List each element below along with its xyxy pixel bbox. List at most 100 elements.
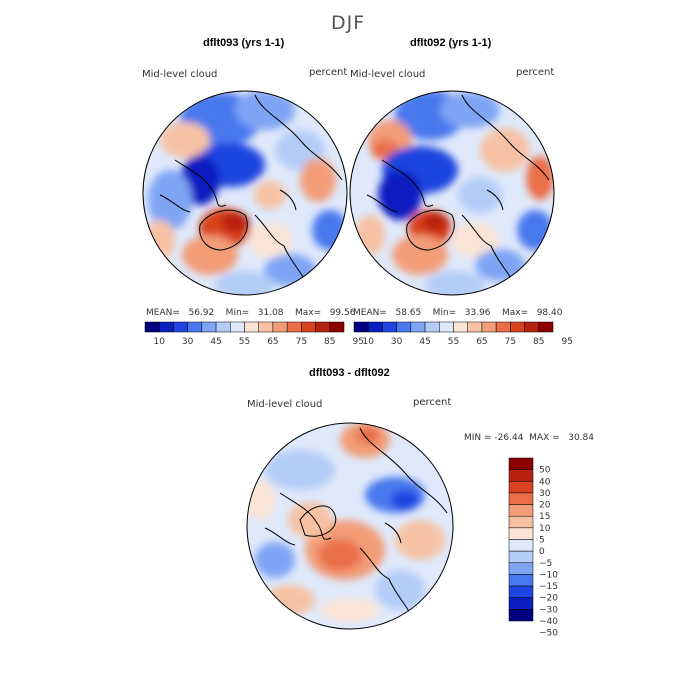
panel-2-colorbar-box bbox=[524, 321, 540, 333]
difference-colorbar-box bbox=[508, 597, 534, 610]
panel-1-colorbar-tick: 55 bbox=[239, 337, 250, 347]
panel-1-colorbar-tick: 75 bbox=[296, 337, 307, 347]
panel-1-coastlines bbox=[159, 94, 343, 281]
panel-1-stats: MEAN= 56.92 Min= 31.08 Max= 99.56 bbox=[146, 308, 356, 318]
difference-colorbar-tick: −40 bbox=[539, 617, 558, 627]
difference-colorbar-tick: 40 bbox=[539, 477, 551, 487]
panel-2-colorbar-box bbox=[382, 321, 397, 333]
panel-1-colorbar-tick: 95 bbox=[352, 337, 363, 347]
panel-1-map bbox=[142, 90, 348, 296]
difference-colorbar-box bbox=[508, 504, 534, 517]
panel-1-colorbar-box bbox=[230, 321, 245, 333]
difference-colorbar-box bbox=[508, 539, 534, 552]
panel-2-colorbar-box bbox=[495, 321, 511, 333]
panel-1-colorbar-box bbox=[258, 321, 274, 333]
panel-2-colorbar-tick: 95 bbox=[561, 337, 572, 347]
panel-1-colorbar-tick: 30 bbox=[182, 337, 194, 347]
panel-1-colorbar-box bbox=[201, 321, 217, 333]
panel-2-colorbar-tick: 10 bbox=[362, 337, 374, 347]
panel-2-colorbar-tick: 85 bbox=[533, 337, 544, 347]
difference-colorbar-tick: −50 bbox=[539, 629, 558, 639]
difference-colorbar-tick: −30 bbox=[539, 605, 558, 615]
panel-1-colorbar-box bbox=[286, 321, 302, 333]
difference-field bbox=[247, 423, 445, 622]
difference-colorbar-tick: −20 bbox=[539, 594, 558, 604]
difference-colorbar-tick: 15 bbox=[539, 512, 550, 522]
difference-coastlines bbox=[264, 427, 448, 614]
panel-1-right-label: percent bbox=[309, 67, 348, 78]
panel-2-map bbox=[349, 90, 555, 296]
panel-1-title: dflt093 (yrs 1-1) bbox=[203, 37, 285, 49]
difference-colorbar-tick: −5 bbox=[539, 559, 552, 569]
panel-2-colorbar-box bbox=[453, 321, 468, 333]
panel-2-colorbar-box bbox=[367, 321, 383, 333]
difference-title: dflt093 - dflt092 bbox=[309, 367, 390, 379]
panel-1-colorbar-tick: 10 bbox=[153, 337, 165, 347]
panel-2-stats: MEAN= 58.65 Min= 33.96 Max= 98.40 bbox=[353, 308, 563, 318]
difference-right-label: percent bbox=[413, 397, 452, 408]
panel-2-colorbar-tick: 65 bbox=[476, 337, 487, 347]
panel-1-colorbar-box bbox=[144, 321, 160, 333]
difference-colorbar-box bbox=[508, 609, 534, 622]
panel-2-title: dflt092 (yrs 1-1) bbox=[410, 37, 492, 49]
difference-left-label: Mid-level cloud bbox=[247, 399, 323, 410]
panel-2-field bbox=[355, 91, 554, 295]
panel-1-map-border bbox=[142, 90, 348, 296]
difference-colorbar-tick: 20 bbox=[539, 501, 551, 511]
panel-1-colorbar-box bbox=[187, 321, 203, 333]
difference-colorbar-box bbox=[508, 585, 534, 598]
panel-1-colorbar-tick: 85 bbox=[324, 337, 335, 347]
panel-2-colorbar-tick: 55 bbox=[448, 337, 459, 347]
difference-colorbar-box bbox=[508, 492, 534, 505]
panel-2-colorbar-box bbox=[353, 321, 369, 333]
panel-2-colorbar-tick: 45 bbox=[419, 337, 430, 347]
panel-2-colorbar-box bbox=[467, 321, 483, 333]
panel-2-colorbar-box bbox=[439, 321, 454, 333]
panel-2-colorbar-tick: 75 bbox=[505, 337, 516, 347]
panel-1-colorbar-box bbox=[329, 321, 345, 333]
panel-1-colorbar-box bbox=[158, 321, 174, 333]
difference-minmax: MIN = -26.44 MAX = 30.84 bbox=[464, 433, 594, 443]
panel-2-colorbar-box bbox=[410, 321, 426, 333]
difference-colorbar-box bbox=[508, 550, 534, 564]
difference-colorbar-box bbox=[508, 469, 534, 482]
panel-1-colorbar: 10 30 45 55 65 75 85 95 bbox=[144, 321, 364, 347]
panel-1-colorbar-tick: 65 bbox=[267, 337, 278, 347]
difference-colorbar-tick: 50 bbox=[539, 466, 551, 476]
difference-colorbar-box bbox=[508, 481, 534, 494]
difference-colorbar-box bbox=[508, 574, 534, 587]
panel-1-colorbar-box bbox=[301, 321, 316, 333]
panel-2-map-border bbox=[349, 90, 555, 296]
difference-map-border bbox=[246, 422, 454, 630]
page-title: DJF bbox=[331, 12, 366, 34]
difference-colorbar-box bbox=[508, 457, 534, 470]
panel-1-colorbar-tick: 45 bbox=[210, 337, 221, 347]
panel-1-colorbar-box bbox=[244, 321, 259, 333]
panel-2-colorbar-box bbox=[510, 321, 525, 333]
difference-colorbar-tick: −15 bbox=[539, 582, 558, 592]
panel-1-colorbar-box bbox=[215, 321, 231, 333]
difference-colorbar-box bbox=[508, 562, 534, 575]
difference-colorbar-tick: 10 bbox=[539, 524, 551, 534]
panel-1-colorbar-box bbox=[272, 321, 288, 333]
panel-2-colorbar-box bbox=[481, 321, 497, 333]
panel-2-colorbar-box bbox=[424, 321, 440, 333]
panel-1-left-label: Mid-level cloud bbox=[142, 69, 218, 80]
difference-colorbar-tick: 5 bbox=[539, 536, 545, 546]
panel-2-colorbar: 10 30 45 55 65 75 85 95 bbox=[353, 321, 573, 347]
difference-colorbar-tick: 0 bbox=[539, 547, 545, 557]
difference-colorbar-tick: 30 bbox=[539, 489, 551, 499]
panel-2-colorbar-box bbox=[396, 321, 412, 333]
difference-colorbar-box bbox=[508, 515, 534, 529]
panel-1-colorbar-box bbox=[315, 321, 331, 333]
difference-colorbar-tick: −10 bbox=[539, 570, 558, 580]
panel-2-coastlines bbox=[366, 94, 550, 281]
panel-2-colorbar-tick: 30 bbox=[391, 337, 403, 347]
panel-1-colorbar-box bbox=[173, 321, 188, 333]
difference-colorbar-box bbox=[508, 527, 534, 540]
difference-map bbox=[246, 422, 454, 630]
panel-2-left-label: Mid-level cloud bbox=[350, 69, 426, 80]
panel-2-right-label: percent bbox=[516, 67, 555, 78]
